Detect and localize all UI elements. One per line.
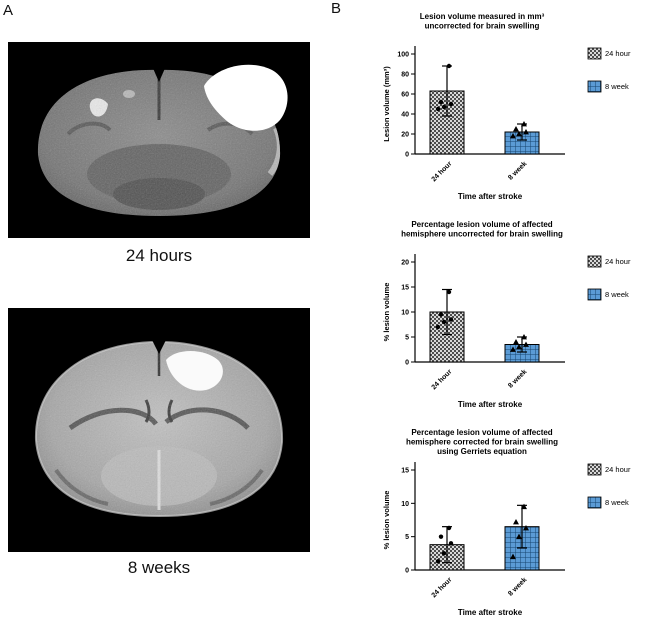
svg-text:Time after stroke: Time after stroke <box>458 192 523 201</box>
svg-text:10: 10 <box>401 310 409 317</box>
svg-text:hemisphere corrected for brain: hemisphere corrected for brain swelling <box>406 438 558 447</box>
svg-text:15: 15 <box>401 285 409 292</box>
svg-text:0: 0 <box>405 568 409 575</box>
svg-text:Percentage lesion volume of af: Percentage lesion volume of affected <box>411 428 552 437</box>
svg-text:15: 15 <box>401 468 409 475</box>
chart-svg: Lesion volume measured in mm³uncorrected… <box>382 12 631 201</box>
svg-text:24 hour: 24 hour <box>431 160 454 183</box>
mri-image-24-hours <box>8 42 310 238</box>
svg-text:100: 100 <box>397 52 409 59</box>
svg-text:24 hour: 24 hour <box>605 257 631 266</box>
chart-svg: Percentage lesion volume of affectedhemi… <box>382 428 631 617</box>
svg-text:using Gerriets equation: using Gerriets equation <box>437 447 527 456</box>
svg-text:24 hour: 24 hour <box>605 465 631 474</box>
chart-percent-lesion-corrected: Percentage lesion volume of affected hemi… <box>330 422 650 627</box>
svg-text:80: 80 <box>401 72 409 79</box>
svg-text:hemisphere uncorrected for bra: hemisphere uncorrected for brain swellin… <box>401 230 563 239</box>
svg-text:8 week: 8 week <box>605 290 629 299</box>
svg-text:8 week: 8 week <box>507 160 528 181</box>
mri-image-8-weeks <box>8 308 310 552</box>
caption-8-weeks: 8 weeks <box>127 558 191 577</box>
svg-text:10: 10 <box>401 501 409 508</box>
panel-b-label: B <box>331 0 342 17</box>
svg-text:% lesion volume: % lesion volume <box>382 283 391 342</box>
svg-text:Time after stroke: Time after stroke <box>458 400 523 409</box>
svg-text:60: 60 <box>401 92 409 99</box>
svg-text:0: 0 <box>405 152 409 159</box>
svg-text:Time after stroke: Time after stroke <box>458 608 523 617</box>
svg-text:24 hour: 24 hour <box>431 368 454 391</box>
svg-text:5: 5 <box>405 335 409 342</box>
svg-text:uncorrected for brain swelling: uncorrected for brain swelling <box>425 22 540 31</box>
caption-24-hours: 24 hours <box>125 246 193 265</box>
svg-text:8 week: 8 week <box>605 498 629 507</box>
svg-text:0: 0 <box>405 360 409 367</box>
svg-text:8 week: 8 week <box>507 368 528 389</box>
chart-svg: Percentage lesion volume of affectedhemi… <box>382 220 631 409</box>
svg-text:24 hour: 24 hour <box>605 49 631 58</box>
chart-lesion-volume-mm3: Lesion volume measured in mm³ uncorrected… <box>330 6 650 211</box>
svg-text:24 hour: 24 hour <box>431 576 454 599</box>
svg-text:40: 40 <box>401 112 409 119</box>
svg-text:20: 20 <box>401 132 409 139</box>
svg-text:Percentage lesion volume of af: Percentage lesion volume of affected <box>411 220 552 229</box>
svg-text:5: 5 <box>405 534 409 541</box>
svg-text:8 week: 8 week <box>507 576 528 597</box>
chart-percent-lesion-uncorrected: Percentage lesion volume of affected hemi… <box>330 214 650 419</box>
panel-a-label: A <box>3 2 14 19</box>
svg-text:Lesion volume (mm³): Lesion volume (mm³) <box>382 66 391 142</box>
svg-text:20: 20 <box>401 260 409 267</box>
svg-text:8 week: 8 week <box>605 82 629 91</box>
svg-text:% lesion volume: % lesion volume <box>382 491 391 550</box>
svg-text:Lesion volume measured in mm³: Lesion volume measured in mm³ <box>420 12 545 21</box>
